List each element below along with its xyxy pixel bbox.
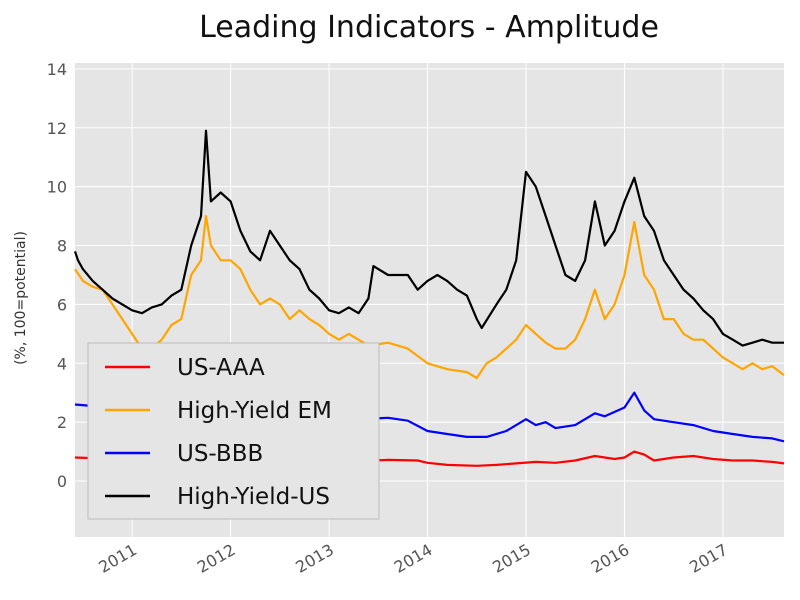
legend: US-AAA High-Yield EM US-BBB High-Yield-US <box>87 342 380 520</box>
y-tick-label: 4 <box>57 354 67 373</box>
y-axis-label: (%, 100=potential) <box>13 231 29 365</box>
x-tick-label: 2012 <box>194 540 239 577</box>
y-tick-label: 2 <box>57 413 67 432</box>
legend-label: High-Yield EM <box>177 398 332 424</box>
y-tick-label: 14 <box>47 60 67 79</box>
y-tick-label: 12 <box>47 119 67 138</box>
series-line-high-yield-em <box>74 215 785 380</box>
chart-title: Leading Indicators - Amplitude <box>199 10 659 45</box>
x-tick-label: 2013 <box>292 540 337 577</box>
x-tick-label: 2014 <box>391 540 436 577</box>
legend-label: US-AAA <box>177 355 265 381</box>
y-tick-label: 6 <box>57 295 67 314</box>
x-tick-label: 2017 <box>686 540 731 577</box>
legend-label: US-BBB <box>177 441 263 467</box>
series-line-high-yield-us <box>73 129 784 347</box>
x-tick-label: 2016 <box>588 540 633 577</box>
y-tick-label: 8 <box>57 237 67 256</box>
x-tick-label: 2011 <box>95 540 140 577</box>
legend-box <box>87 342 380 520</box>
legend-label: High-Yield-US <box>177 484 330 510</box>
y-tick-label: 0 <box>57 472 67 491</box>
y-axis-ticks: 0 2 4 6 8 10 12 14 <box>47 60 67 491</box>
y-tick-label: 10 <box>47 178 67 197</box>
x-axis-ticks: 2011 2012 2013 2014 2015 2016 2017 <box>95 540 731 577</box>
x-tick-label: 2015 <box>489 540 534 577</box>
